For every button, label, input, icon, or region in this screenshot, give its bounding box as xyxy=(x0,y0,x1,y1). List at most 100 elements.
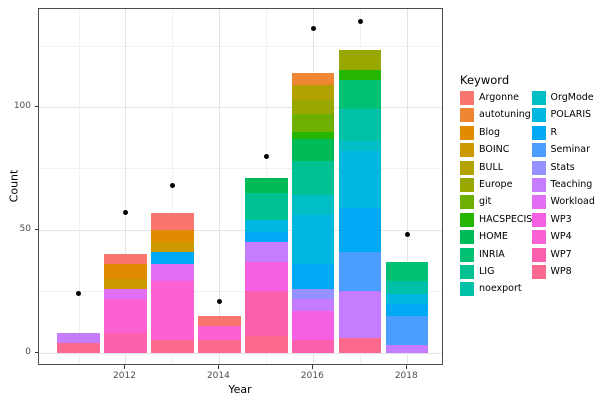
legend-swatch-Blog xyxy=(460,125,474,140)
bar-segment-WP4 xyxy=(198,325,241,341)
bar-segment-Seminar xyxy=(339,251,382,292)
y-tick-label: 100 xyxy=(13,101,31,111)
bar-segment-Teaching xyxy=(386,345,429,353)
bar-segment-R xyxy=(292,264,335,289)
legend-label-noexport: noexport xyxy=(479,283,522,295)
legend-label-OrgMode: OrgMode xyxy=(550,92,594,103)
legend-swatch-INRIA xyxy=(460,247,474,262)
legend-label-R: R xyxy=(550,126,558,138)
bar-segment-Argonne xyxy=(198,315,241,326)
legend-label-POLARIS: POLARIS xyxy=(550,109,592,121)
legend-title: Keyword xyxy=(460,73,510,87)
legend-label-Stats: Stats xyxy=(550,161,575,173)
bar-segment-Workload xyxy=(104,288,147,299)
legend-label-autotuning: autotuning xyxy=(479,109,531,121)
legend-label-Blog: Blog xyxy=(479,126,500,138)
bar-segment-git xyxy=(292,114,335,132)
x-tick-label: 2016 xyxy=(300,370,324,381)
y-tick-label: 0 xyxy=(25,346,31,357)
legend-swatch-git xyxy=(460,195,474,210)
legend-swatch-WP7 xyxy=(531,247,546,262)
legend-label-Teaching: Teaching xyxy=(550,179,593,190)
y-minor-gridline xyxy=(39,168,442,170)
y-tick-mark xyxy=(34,228,38,230)
legend-swatch-HACSPECIS xyxy=(460,212,474,227)
bar-segment-INRIA xyxy=(386,261,429,282)
bar-segment-R xyxy=(386,303,429,316)
bar-segment-Argonne xyxy=(104,254,147,265)
bar-segment-WP4 xyxy=(104,298,147,334)
bar-segment-HOME xyxy=(292,138,335,162)
bar-segment-WP7 xyxy=(104,333,147,353)
bar-segment-Blog xyxy=(104,264,147,279)
bar-segment-noexport xyxy=(386,281,429,294)
legend-label-INRIA: INRIA xyxy=(479,248,505,260)
legend-swatch-Europe xyxy=(460,178,474,192)
data-point xyxy=(263,153,269,159)
legend-swatch-Seminar xyxy=(531,143,546,158)
legend-label-Europe: Europe xyxy=(479,179,513,190)
legend-swatch-BOINC xyxy=(460,143,474,158)
bar-segment-R xyxy=(245,232,288,243)
legend-label-Workload: Workload xyxy=(550,196,595,208)
legend-label-HOME: HOME xyxy=(479,231,508,243)
legend-label-Argonne: Argonne xyxy=(479,92,519,103)
y-tick-mark xyxy=(34,351,38,353)
x-tick-mark xyxy=(312,365,314,369)
bar-segment-POLARIS xyxy=(386,293,429,304)
data-point xyxy=(122,210,128,216)
x-tick-label: 2018 xyxy=(394,370,418,381)
legend-swatch-WP8 xyxy=(531,265,546,279)
legend-swatch-Teaching xyxy=(531,178,546,192)
legend-label-HACSPECIS: HACSPECIS xyxy=(479,213,533,225)
x-major-gridline xyxy=(125,8,127,364)
legend-swatch-OrgMode xyxy=(531,91,546,105)
x-major-gridline xyxy=(407,8,409,364)
bar-segment-autotuning xyxy=(292,72,335,85)
bar-segment-INRIA xyxy=(339,79,382,110)
bar-segment-Stats xyxy=(292,288,335,299)
legend-swatch-autotuning xyxy=(460,108,474,123)
bar-segment-POLARIS xyxy=(245,220,288,233)
data-point xyxy=(216,298,222,304)
bar-segment-OrgMode xyxy=(292,195,335,216)
bar-segment-OrgMode xyxy=(339,141,382,152)
legend-label-Seminar: Seminar xyxy=(550,144,591,156)
bar-segment-LIG xyxy=(245,193,288,221)
legend-label-BULL: BULL xyxy=(479,161,504,173)
legend-label-WP7: WP7 xyxy=(550,248,572,260)
y-minor-gridline xyxy=(39,291,442,293)
legend-swatch-BULL xyxy=(460,160,474,175)
legend-label-WP3: WP3 xyxy=(550,213,572,225)
x-minor-gridline xyxy=(78,8,80,364)
legend-swatch-noexport xyxy=(460,282,474,297)
legend-swatch-Stats xyxy=(531,160,546,175)
bar-segment-Teaching xyxy=(292,298,335,311)
x-tick-mark xyxy=(406,365,408,369)
bar-segment-Teaching xyxy=(245,242,288,262)
legend-swatch-Argonne xyxy=(460,91,474,105)
bar-segment-Workload xyxy=(151,264,194,282)
legend-label-BOINC: BOINC xyxy=(479,144,510,156)
bar-segment-R xyxy=(339,207,382,252)
bar-segment-POLARIS xyxy=(292,215,335,265)
plot-panel xyxy=(38,7,443,365)
bar-segment-Teaching xyxy=(57,333,100,343)
legend-swatch-HOME xyxy=(460,230,474,245)
data-point xyxy=(404,232,410,238)
legend-swatch-Workload xyxy=(531,195,546,210)
x-tick-mark xyxy=(124,365,126,369)
legend-label-LIG: LIG xyxy=(479,266,495,277)
bar-segment-LIG xyxy=(292,161,335,196)
bar-segment-Europe xyxy=(292,99,335,115)
legend-label-git: git xyxy=(479,196,492,208)
x-major-gridline xyxy=(219,8,221,364)
bar-segment-WP3 xyxy=(245,261,288,292)
x-axis-title: Year xyxy=(228,383,252,396)
y-major-gridline xyxy=(39,107,442,108)
bar-segment-WP4 xyxy=(151,281,194,341)
legend-label-WP8: WP8 xyxy=(550,266,572,277)
bar-segment-Argonne xyxy=(151,212,194,230)
legend-swatch-LIG xyxy=(460,265,474,279)
